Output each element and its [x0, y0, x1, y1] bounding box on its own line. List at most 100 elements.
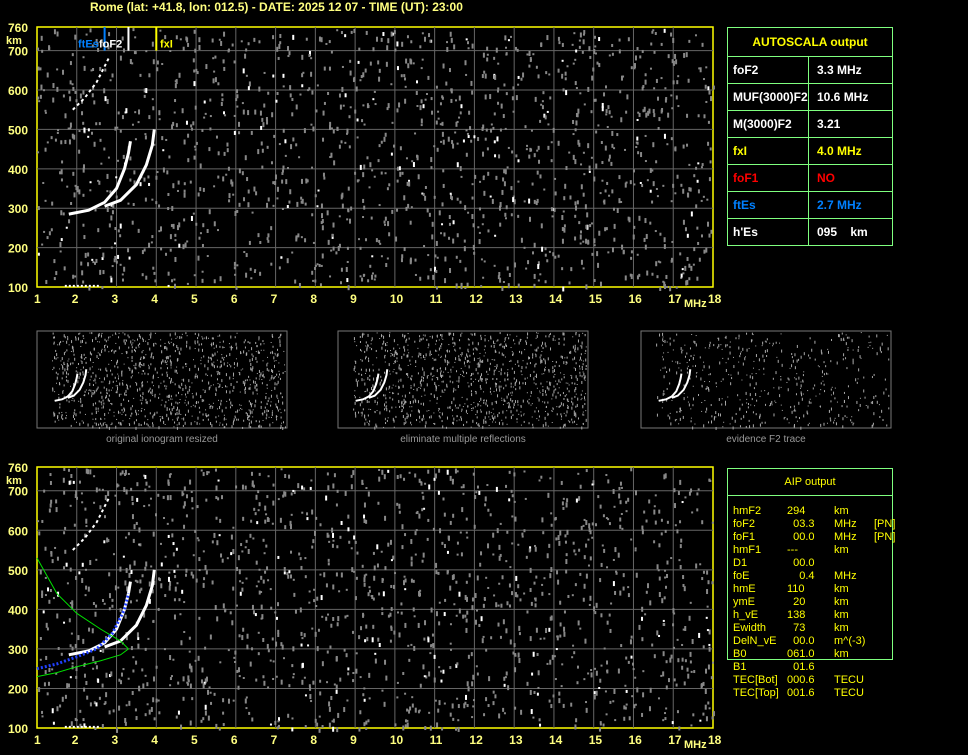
- thumbnail-dot: [242, 368, 244, 370]
- thumbnail-dot: [223, 418, 225, 421]
- thumbnail-dot: [179, 386, 181, 389]
- thumbnail-dot: [57, 373, 59, 376]
- noise-dot: [483, 260, 486, 263]
- noise-dot: [122, 668, 125, 671]
- noise-dot: [599, 723, 602, 726]
- thumbnail-dot: [495, 369, 497, 371]
- thumbnail-dot: [366, 346, 368, 350]
- thumbnail-dot: [266, 413, 268, 417]
- thumbnail-dot: [154, 342, 156, 344]
- noise-dot: [321, 724, 324, 728]
- thumbnail-dot: [260, 405, 262, 409]
- noise-dot: [499, 522, 502, 525]
- top-plot-xtick: 9: [350, 292, 357, 306]
- thumbnail-dot: [438, 385, 440, 387]
- noise-dot: [223, 66, 226, 71]
- noise-dot: [318, 727, 321, 733]
- noise-dot: [98, 122, 101, 126]
- thumbnail-dot: [164, 360, 166, 364]
- noise-dot: [435, 120, 438, 125]
- noise-dot: [358, 238, 361, 241]
- noise-dot: [462, 614, 465, 619]
- thumbnail-dot: [519, 381, 521, 385]
- thumbnail-dot: [262, 412, 264, 416]
- thumbnail-dot: [75, 336, 77, 339]
- noise-dot: [171, 533, 174, 538]
- noise-dot: [580, 259, 583, 265]
- noise-dot: [586, 212, 589, 218]
- noise-dot: [254, 613, 257, 617]
- noise-dot: [592, 67, 595, 72]
- noise-dot: [41, 590, 44, 596]
- thumbnail-dot: [121, 373, 123, 377]
- noise-dot: [362, 614, 365, 617]
- noise-dot: [287, 46, 290, 52]
- noise-dot: [465, 596, 468, 602]
- noise-dot: [484, 94, 487, 100]
- noise-dot: [234, 273, 237, 276]
- thumbnail-dot: [181, 382, 183, 386]
- noise-dot: [125, 636, 128, 641]
- thumbnail-dot: [209, 405, 211, 409]
- noise-dot: [632, 234, 635, 240]
- thumbnail-dot: [452, 381, 454, 384]
- noise-dot: [198, 44, 201, 50]
- noise-dot: [279, 517, 282, 523]
- noise-dot: [75, 496, 78, 500]
- thumbnail-dot: [89, 389, 91, 391]
- thumbnail-dot: [202, 413, 204, 416]
- noise-dot: [649, 189, 652, 193]
- noise-dot: [550, 523, 553, 527]
- noise-dot: [111, 604, 114, 608]
- thumbnail-dot: [250, 402, 252, 406]
- noise-dot: [684, 659, 687, 663]
- thumbnail-dot: [384, 403, 386, 407]
- thumbnail-dot: [210, 357, 212, 361]
- noise-dot: [97, 228, 100, 233]
- noise-dot: [521, 532, 524, 536]
- thumbnail-dot: [446, 383, 448, 387]
- noise-dot: [613, 505, 616, 508]
- noise-dot: [710, 229, 713, 234]
- noise-dot: [681, 643, 684, 646]
- noise-dot: [533, 283, 536, 288]
- noise-dot: [340, 194, 343, 200]
- noise-dot: [465, 73, 468, 76]
- noise-dot: [187, 133, 190, 138]
- noise-dot: [160, 226, 163, 232]
- noise-dot: [412, 162, 415, 168]
- noise-dot: [535, 201, 538, 206]
- noise-dot: [249, 533, 252, 538]
- noise-dot: [99, 505, 102, 510]
- noise-dot: [396, 66, 399, 71]
- thumbnail-dot: [121, 382, 123, 385]
- thumbnail-dot: [204, 337, 206, 339]
- thumbnail-dot: [445, 426, 447, 429]
- noise-dot: [169, 655, 172, 661]
- thumbnail-dot: [388, 385, 390, 388]
- thumbnail-dot: [140, 357, 142, 360]
- thumbnail-dot: [551, 410, 553, 412]
- noise-dot: [93, 501, 96, 504]
- thumbnail-dot: [450, 332, 452, 335]
- noise-dot: [143, 248, 146, 252]
- noise-dot: [636, 136, 639, 141]
- noise-dot: [392, 555, 395, 560]
- thumbnail-dot: [271, 414, 273, 417]
- noise-dot: [254, 109, 257, 115]
- thumbnail-dot: [85, 389, 87, 391]
- noise-dot: [276, 91, 279, 95]
- noise-dot: [404, 719, 407, 723]
- thumbnail-dot: [265, 396, 267, 400]
- thumbnail-dot: [154, 394, 156, 398]
- noise-dot: [93, 701, 96, 705]
- thumbnail-dot: [265, 392, 267, 394]
- noise-dot: [696, 492, 699, 496]
- thumbnail-dot: [422, 379, 424, 382]
- noise-dot: [433, 477, 436, 481]
- noise-dot: [346, 132, 349, 135]
- noise-dot: [327, 91, 330, 95]
- noise-dot: [445, 81, 448, 86]
- noise-dot: [291, 717, 294, 720]
- noise-dot: [128, 256, 131, 260]
